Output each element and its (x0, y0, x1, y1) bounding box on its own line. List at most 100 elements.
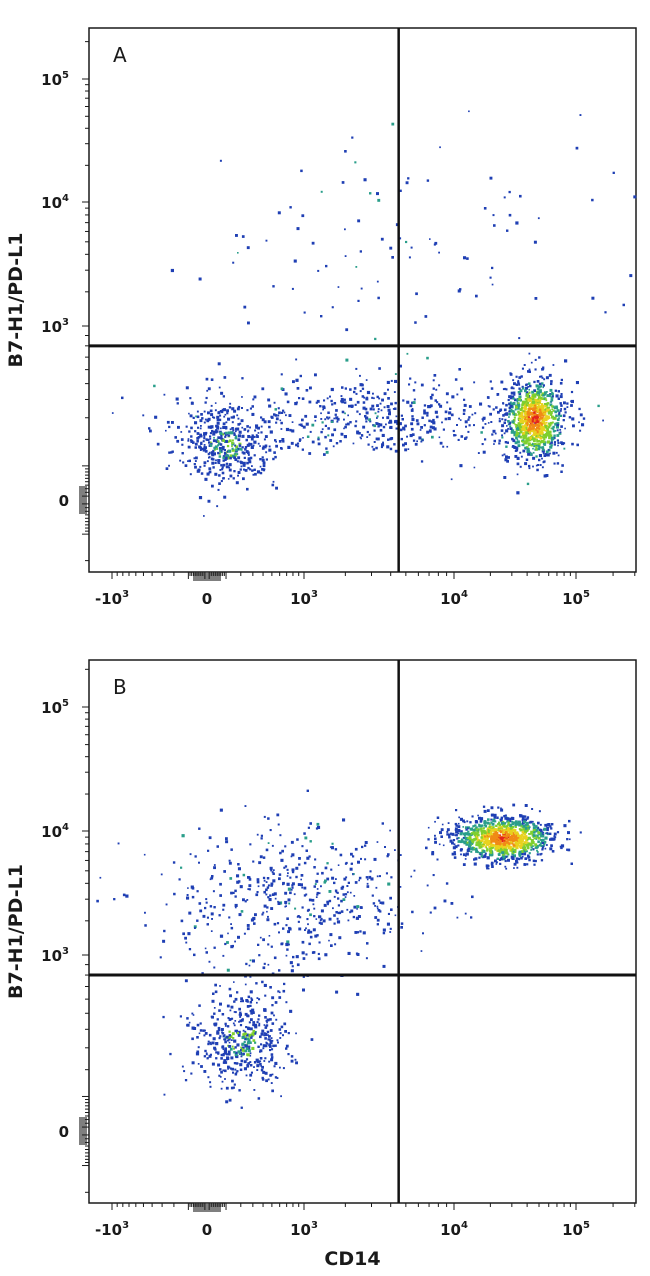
event-dot (252, 1021, 256, 1024)
event-dot (531, 424, 535, 428)
event-dot (218, 1074, 221, 1077)
event-dot (285, 924, 288, 927)
event-dot (198, 827, 201, 830)
event-dot (344, 401, 347, 404)
event-dot (278, 873, 282, 876)
event-dot (536, 400, 539, 403)
event-dot (487, 864, 490, 867)
event-dot (239, 422, 242, 425)
event-dot (227, 1017, 230, 1020)
event-dot (212, 992, 215, 995)
event-dot (225, 1035, 229, 1039)
event-dot (392, 408, 395, 410)
event-dot (219, 1002, 222, 1006)
event-dot (331, 842, 334, 845)
y-zero-marker (79, 1117, 87, 1145)
event-dot (340, 432, 344, 436)
event-dot (501, 454, 504, 457)
event-dot (529, 436, 532, 439)
event-dot (308, 452, 312, 455)
event-dot (261, 447, 265, 450)
event-dot (237, 863, 240, 866)
event-dot (506, 843, 509, 847)
event-dot (523, 846, 526, 850)
event-dot (491, 847, 494, 849)
event-dot (510, 386, 513, 390)
event-dot (372, 392, 374, 395)
event-dot (432, 387, 435, 390)
event-dot (253, 922, 256, 925)
event-dot (538, 446, 541, 449)
event-dot (239, 1019, 243, 1023)
event-dot (305, 893, 308, 896)
event-dot (295, 443, 298, 447)
event-dot (240, 1059, 244, 1063)
event-dot (188, 1021, 191, 1024)
event-dot (210, 1015, 213, 1018)
event-dot (410, 422, 414, 426)
event-dot (528, 424, 532, 427)
event-dot (526, 410, 530, 414)
event-dot (314, 419, 317, 422)
event-dot (210, 452, 213, 455)
event-dot (242, 477, 245, 481)
event-dot (240, 1048, 243, 1052)
event-dot (237, 252, 239, 254)
event-dot (381, 433, 385, 437)
event-dot (547, 426, 551, 429)
event-dot (553, 462, 556, 465)
event-dot (250, 1011, 253, 1015)
event-dot (210, 912, 214, 916)
event-dot (316, 893, 319, 896)
event-dot (503, 839, 506, 842)
event-dot (266, 1030, 270, 1034)
event-dot (301, 418, 304, 422)
event-dot (533, 442, 537, 446)
event-dot (522, 443, 525, 446)
event-dot (465, 843, 468, 846)
event-dot (247, 321, 250, 325)
event-dot (407, 448, 410, 450)
event-dot (376, 907, 379, 910)
event-dot (341, 910, 343, 913)
event-dot (556, 462, 560, 465)
event-dot (223, 376, 227, 379)
event-dot (186, 894, 189, 896)
event-dot (454, 829, 457, 831)
event-dot (190, 426, 193, 430)
event-dot (219, 448, 223, 452)
event-dot (487, 867, 490, 870)
event-dot (121, 396, 124, 400)
event-dot (355, 266, 358, 268)
event-dot (376, 415, 379, 418)
event-dot (187, 445, 191, 449)
event-dot (353, 873, 355, 875)
event-dot (371, 894, 374, 897)
event-dot (507, 427, 509, 430)
event-dot (560, 393, 563, 396)
event-dot (524, 434, 527, 437)
event-dot (400, 926, 403, 929)
event-dot (502, 414, 505, 417)
event-dot (337, 911, 340, 915)
event-dot (434, 410, 438, 414)
event-dot (229, 439, 232, 443)
event-dot (352, 855, 355, 858)
event-dot (559, 395, 563, 399)
event-dot (230, 923, 232, 925)
event-dot (273, 956, 277, 960)
event-dot (448, 836, 451, 839)
event-dot (258, 1022, 261, 1025)
event-dot (371, 404, 375, 408)
event-dot (359, 374, 361, 377)
event-dot (523, 416, 525, 419)
event-dot (295, 1032, 297, 1035)
event-dot (514, 835, 518, 839)
event-dot (213, 966, 216, 969)
event-dot (462, 863, 466, 866)
event-dot (504, 848, 508, 852)
event-dot (219, 431, 223, 435)
event-dot (287, 872, 289, 875)
event-dot (324, 953, 328, 957)
event-dot (570, 399, 574, 404)
